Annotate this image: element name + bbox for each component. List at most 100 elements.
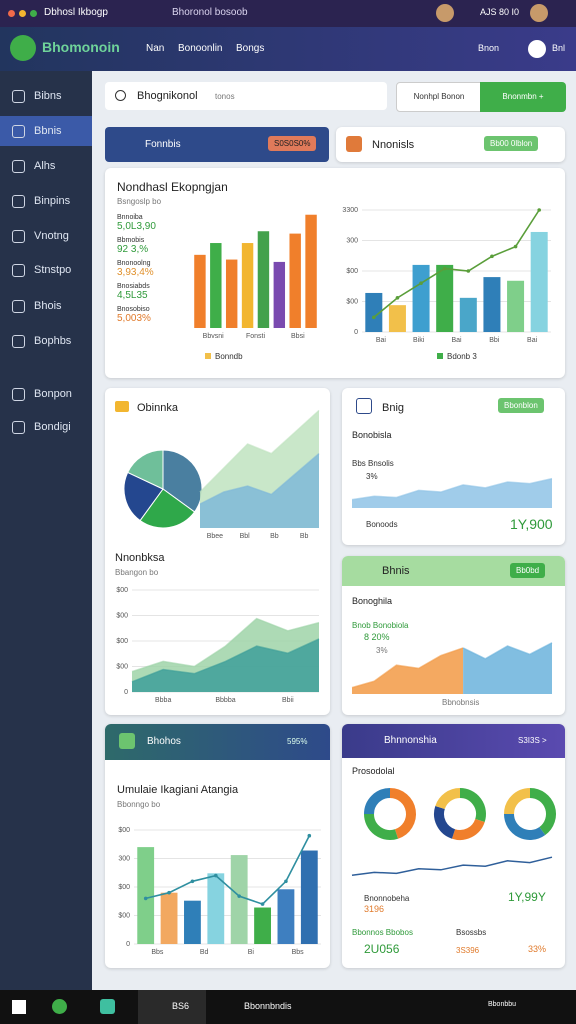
card-header (342, 724, 565, 758)
tab[interactable]: Bhoronol bosoob (172, 7, 248, 18)
nav-item[interactable]: Bbnis (0, 116, 92, 146)
bar (530, 231, 548, 332)
tab[interactable]: Dbhosl Ikbogp (44, 7, 108, 18)
y-tick-label: $00 (116, 587, 128, 594)
bar (300, 850, 318, 944)
line (351, 856, 553, 876)
nav-label: Alhs (34, 160, 56, 172)
user[interactable]: Bnl (552, 43, 566, 53)
line-point (260, 902, 265, 906)
bar (160, 892, 178, 944)
nav-item[interactable]: Bibns (0, 81, 92, 111)
stat-label: Bnonoolng (117, 260, 151, 267)
nav-item[interactable]: Vnotng (0, 221, 92, 251)
app-icon[interactable] (52, 999, 67, 1014)
nav-label: Stnstpo (34, 264, 72, 276)
x-tick-label: Bbba (155, 697, 171, 704)
stat-label: Bbmobis (117, 237, 145, 244)
nav-item[interactable]: Alhs (0, 151, 92, 181)
subtitle: Bbonngo bo (117, 800, 161, 809)
line-point (284, 879, 288, 884)
donut-segment (459, 788, 486, 823)
user-icon[interactable] (528, 40, 546, 58)
button[interactable]: Bbonblon (498, 398, 544, 413)
nav-link[interactable]: Bonoonlin (178, 43, 223, 54)
donut-segment (364, 788, 391, 815)
badge: Bb00 0lblon (484, 136, 539, 151)
x-tick-label: Bbbba (215, 697, 235, 704)
bar (137, 847, 155, 944)
nav-link[interactable]: Nan (146, 43, 165, 54)
x-tick-label: Bai (451, 337, 462, 344)
nav-label: Bbnis (34, 125, 62, 137)
title: Nnonbksa (115, 552, 165, 564)
avatar[interactable] (436, 4, 454, 22)
bar (388, 305, 406, 332)
x-tick-label: Bai (527, 337, 538, 344)
browser-bar: Dbhosl Ikbogp Bhoronol bosoob AJS 80 I0 (0, 0, 576, 27)
nav-link[interactable]: Bongs (236, 43, 265, 54)
card-header (105, 724, 330, 760)
app-label[interactable]: BS6 (172, 1001, 190, 1011)
app-active[interactable] (138, 990, 206, 1024)
bar (230, 855, 248, 944)
search-text: Bhognikonol (137, 90, 198, 102)
stat-value: 5,0L3,90 (117, 221, 156, 232)
legend: Bonndb (205, 352, 243, 361)
button[interactable]: Bnonmbn + (480, 82, 566, 112)
app-icon[interactable] (100, 999, 115, 1014)
nav-icon (12, 90, 25, 103)
bar (273, 261, 286, 328)
nav-item[interactable]: Stnstpo (0, 255, 92, 285)
line-point (372, 315, 376, 320)
pie-slice (139, 488, 196, 529)
label: 3% (366, 472, 378, 481)
line-point (167, 890, 171, 895)
legend: Bonoods (366, 520, 398, 529)
avatar[interactable] (530, 4, 548, 22)
nav-item[interactable]: Bondigi (0, 412, 92, 442)
x-tick-label: Bbs (292, 949, 305, 956)
value: 3196 (364, 904, 385, 914)
bar (305, 214, 317, 328)
stat-value: 5,003% (117, 313, 151, 324)
card: Bhnnonshia S3I3S > Prosodolal Bnonnobeha… (342, 724, 565, 968)
y-tick-label: 3300 (342, 207, 358, 214)
donut-chart (364, 788, 416, 840)
user[interactable]: Bnon (478, 43, 500, 53)
nav-icon (12, 195, 25, 208)
bar (289, 233, 301, 328)
y-tick-label: 300 (346, 237, 358, 244)
line-chart (351, 856, 553, 876)
x-tick-label: Bbee (207, 533, 223, 540)
app-label[interactable]: Bbonnbndis (244, 1001, 292, 1011)
bar (207, 873, 225, 944)
x-tick-label: Bd (200, 949, 209, 956)
x-tick-label: Bbl (240, 533, 251, 540)
area (132, 638, 319, 692)
swatch (437, 353, 443, 359)
line-point (143, 896, 148, 901)
stat-value: 92 3,% (117, 244, 149, 255)
nav-item[interactable]: Bophbs (0, 326, 92, 356)
nav-label: Bhois (34, 300, 62, 312)
donut-segment (451, 818, 485, 840)
bar-chart: Bbvsni Fonsti Bbsi (194, 214, 317, 340)
badge: S0S0S0% (268, 136, 317, 151)
line (351, 647, 464, 689)
line-point (490, 254, 494, 259)
nav-item[interactable]: Bonpon (0, 379, 92, 409)
button[interactable]: Nonhpl Bonon (396, 82, 482, 112)
nav-item[interactable]: Binpins (0, 186, 92, 216)
start[interactable] (12, 1000, 26, 1014)
total: 1Y,900 (510, 516, 553, 532)
title: Bhohos (147, 736, 181, 747)
line (351, 477, 553, 501)
nav-label: Binpins (34, 195, 71, 207)
nav-icon (12, 230, 25, 243)
search-bar[interactable]: Bhognikonol tonos (105, 82, 387, 110)
bar (365, 292, 383, 332)
y-tick-label: $00 (118, 827, 130, 834)
nav-item[interactable]: Bhois (0, 291, 92, 321)
donut-chart (504, 788, 556, 840)
